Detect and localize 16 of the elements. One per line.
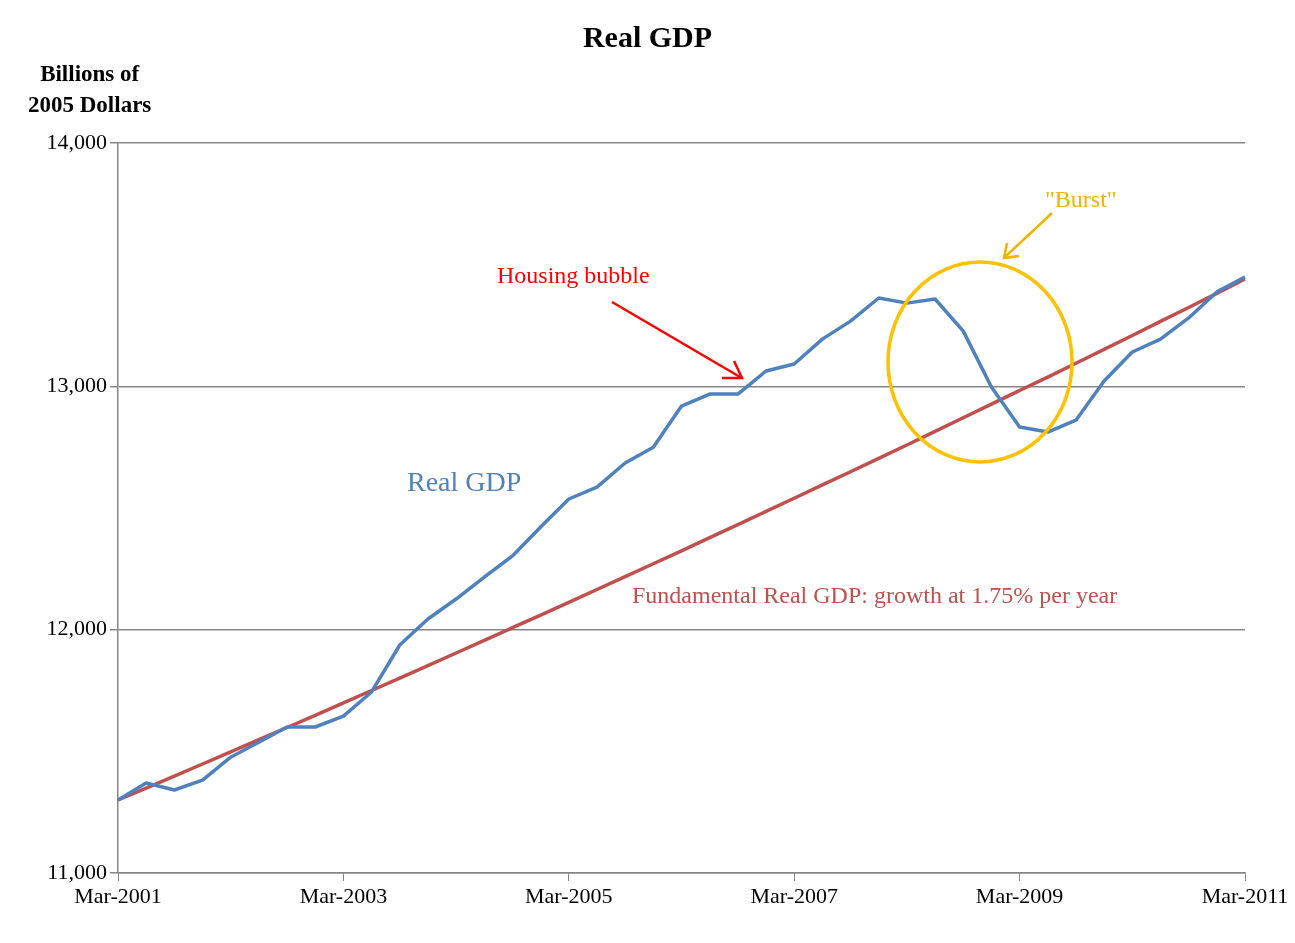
x-tick-label: Mar-2005	[525, 882, 613, 908]
x-tick-label: Mar-2009	[975, 882, 1064, 908]
y-axis-title: Billions of 2005 Dollars	[28, 60, 152, 119]
series-label: Real GDP	[407, 466, 522, 498]
y-tick-label: 11,000	[47, 858, 107, 884]
x-tick-label: Mar-2011	[1201, 882, 1289, 908]
annotation: "Burst"	[1045, 186, 1117, 213]
y-tick-label: 12,000	[46, 615, 107, 641]
x-tick-label: Mar-2007	[750, 882, 838, 908]
series-label: Fundamental Real GDP: growth at 1.75% per year	[632, 582, 1118, 609]
y-tick-label: 13,000	[46, 372, 107, 398]
chart-title: Real GDP	[581, 20, 714, 54]
annotation: Housing bubble	[497, 262, 650, 289]
x-tick-label: Mar-2001	[74, 882, 162, 908]
y-tick-label: 14,000	[46, 128, 107, 154]
x-tick-label: Mar-2003	[299, 882, 388, 908]
